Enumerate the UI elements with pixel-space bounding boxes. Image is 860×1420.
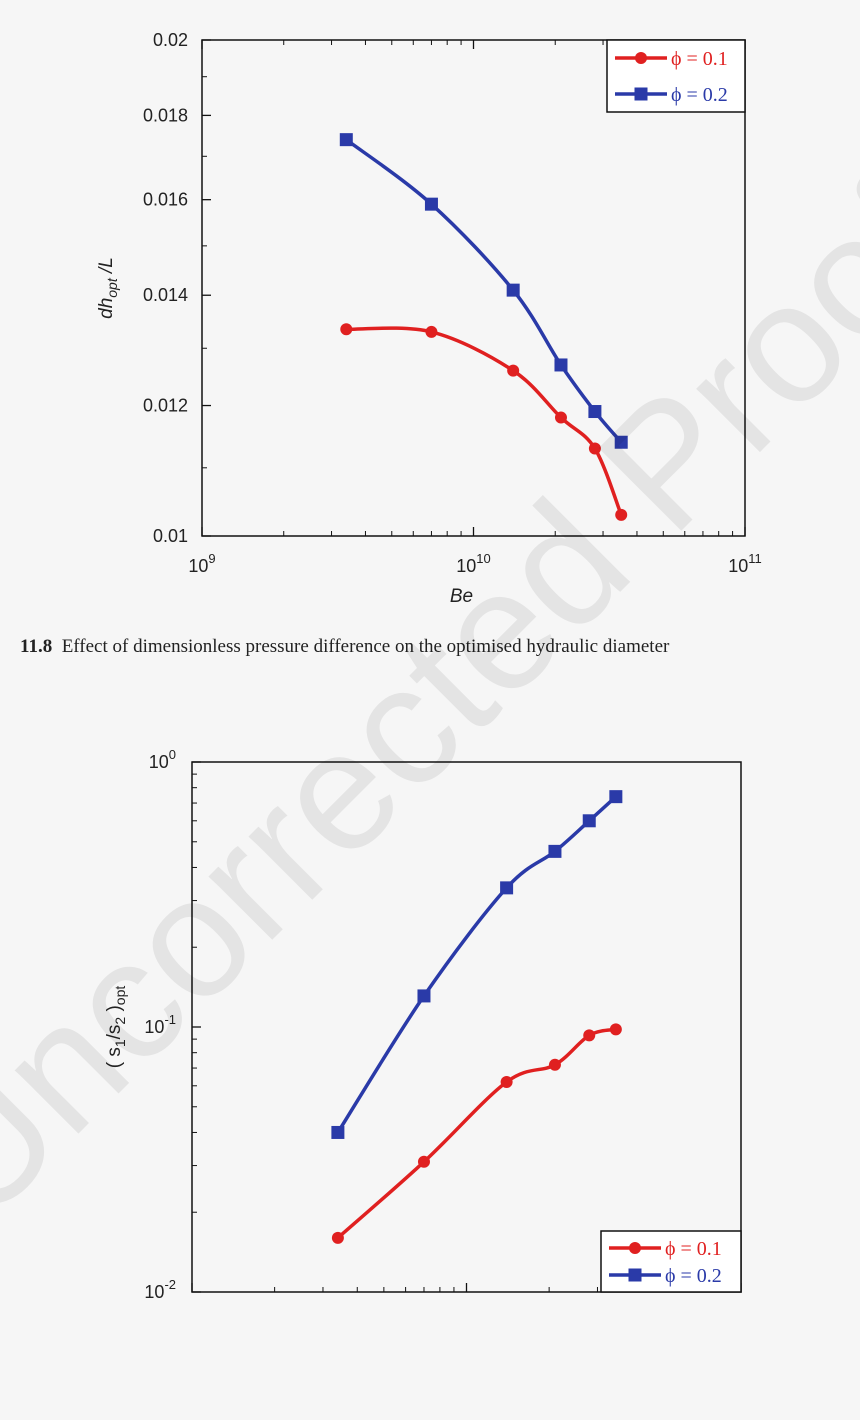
y-tick-label-exponent: -2 <box>164 1277 176 1292</box>
y-tick-label-base: 10 <box>149 752 169 772</box>
data-point-circle <box>548 1058 561 1071</box>
y-axis-label-part: ) <box>104 1005 125 1017</box>
y-axis-label-part: ( s <box>104 1047 125 1068</box>
data-point-square <box>554 358 568 372</box>
y-tick-label-base: 10 <box>144 1282 164 1302</box>
data-point-circle <box>425 325 438 338</box>
x-tick-label-base: 10 <box>188 556 208 576</box>
legend-box <box>606 39 746 113</box>
y-axis-label-tail: /L <box>96 257 117 278</box>
figure-caption-text: Effect of dimensionless pressure differe… <box>61 636 670 657</box>
series-line <box>336 1027 618 1240</box>
y-tick-label: 10-1 <box>144 1012 176 1037</box>
x-tick-label-exponent: 11 <box>748 551 762 566</box>
data-point-square <box>588 405 602 419</box>
series-phi-0-2 <box>339 133 628 449</box>
series-line <box>336 794 618 1135</box>
data-point-square <box>331 1125 345 1139</box>
y-tick-label-exponent: 0 <box>169 747 176 762</box>
series-phi-0-1 <box>331 1023 622 1244</box>
legend-label: ϕ = 0.2 <box>665 1265 722 1287</box>
x-tick-label: 1011 <box>728 551 762 576</box>
y-tick-label: 0.02 <box>153 30 188 50</box>
y-axis-label-subscript: opt <box>112 986 128 1006</box>
data-point-square <box>424 197 438 211</box>
data-point-circle <box>609 1023 622 1036</box>
data-point-circle <box>588 442 601 455</box>
y-tick-label-base: 10 <box>144 1017 164 1037</box>
chart-hydraulic-diameter: 109 1010 1011Be0.010.0120.0140.0160.0180.0… <box>96 30 762 607</box>
legend-label: ϕ = 0.2 <box>671 84 728 106</box>
y-axis-label: ( s1/s2 )opt <box>104 986 128 1069</box>
y-tick-label: 0.01 <box>153 526 188 546</box>
x-tick-label-base: 10 <box>456 556 476 576</box>
legend-box <box>600 1230 742 1293</box>
data-point-square <box>582 814 596 828</box>
data-point-circle <box>500 1076 513 1089</box>
data-point-circle <box>417 1155 430 1168</box>
data-point-circle <box>331 1231 344 1244</box>
data-point-circle <box>507 364 520 377</box>
data-point-circle <box>340 323 353 336</box>
y-tick-label: 10-2 <box>144 1277 176 1302</box>
data-point-square <box>506 283 520 297</box>
legend-label: ϕ = 0.1 <box>665 1238 722 1260</box>
data-point-square <box>417 989 431 1003</box>
data-point-circle <box>583 1029 596 1042</box>
y-axis-label-subscript: 1 <box>112 1039 128 1047</box>
legend: ϕ = 0.1 ϕ = 0.2 <box>600 1230 742 1293</box>
y-axis-label-subscript: 2 <box>112 1017 128 1025</box>
y-tick-label: 0.012 <box>143 396 188 416</box>
series-phi-0-2 <box>331 790 623 1139</box>
x-tick-label: 1010 <box>456 551 491 576</box>
x-tick-label-exponent: 9 <box>208 551 215 566</box>
y-tick-label: 0.014 <box>143 285 188 305</box>
x-tick-label-exponent: 10 <box>476 551 490 566</box>
legend-marker-square <box>628 1268 642 1282</box>
series-line <box>344 326 623 517</box>
y-axis-label: dhopt /L <box>96 257 120 319</box>
data-point-square <box>339 133 353 147</box>
y-tick-label: 100 <box>149 747 176 772</box>
series-phi-0-1 <box>340 323 628 521</box>
x-tick-label-base: 10 <box>728 556 748 576</box>
data-point-square <box>500 881 514 895</box>
y-tick-label: 0.018 <box>143 105 188 125</box>
legend-marker-square <box>634 87 648 101</box>
figure-caption: 11.8 Effect of dimensionless pressure di… <box>20 636 850 658</box>
y-axis-label-subscript: opt <box>104 277 120 298</box>
data-point-square <box>609 790 623 804</box>
y-axis-label-part: /s <box>104 1025 125 1040</box>
y-tick-label-exponent: -1 <box>164 1012 176 1027</box>
x-tick-label: 109 <box>188 551 215 576</box>
legend-marker-circle <box>635 52 647 64</box>
figure-caption-number: 11.8 <box>20 636 53 657</box>
data-point-circle <box>554 411 567 424</box>
legend: ϕ = 0.1 ϕ = 0.2 <box>606 39 746 113</box>
plot-frame <box>191 761 742 1293</box>
x-axis-label: Be <box>450 586 473 607</box>
legend-marker-circle <box>629 1242 641 1254</box>
series-line <box>344 137 623 444</box>
data-point-circle <box>615 508 628 521</box>
data-point-square <box>614 435 628 449</box>
legend-label: ϕ = 0.1 <box>671 48 728 70</box>
y-axis-label-main: dh <box>96 298 117 319</box>
data-point-square <box>548 844 562 858</box>
y-tick-label: 0.016 <box>143 190 188 210</box>
plot-frame <box>201 39 746 537</box>
